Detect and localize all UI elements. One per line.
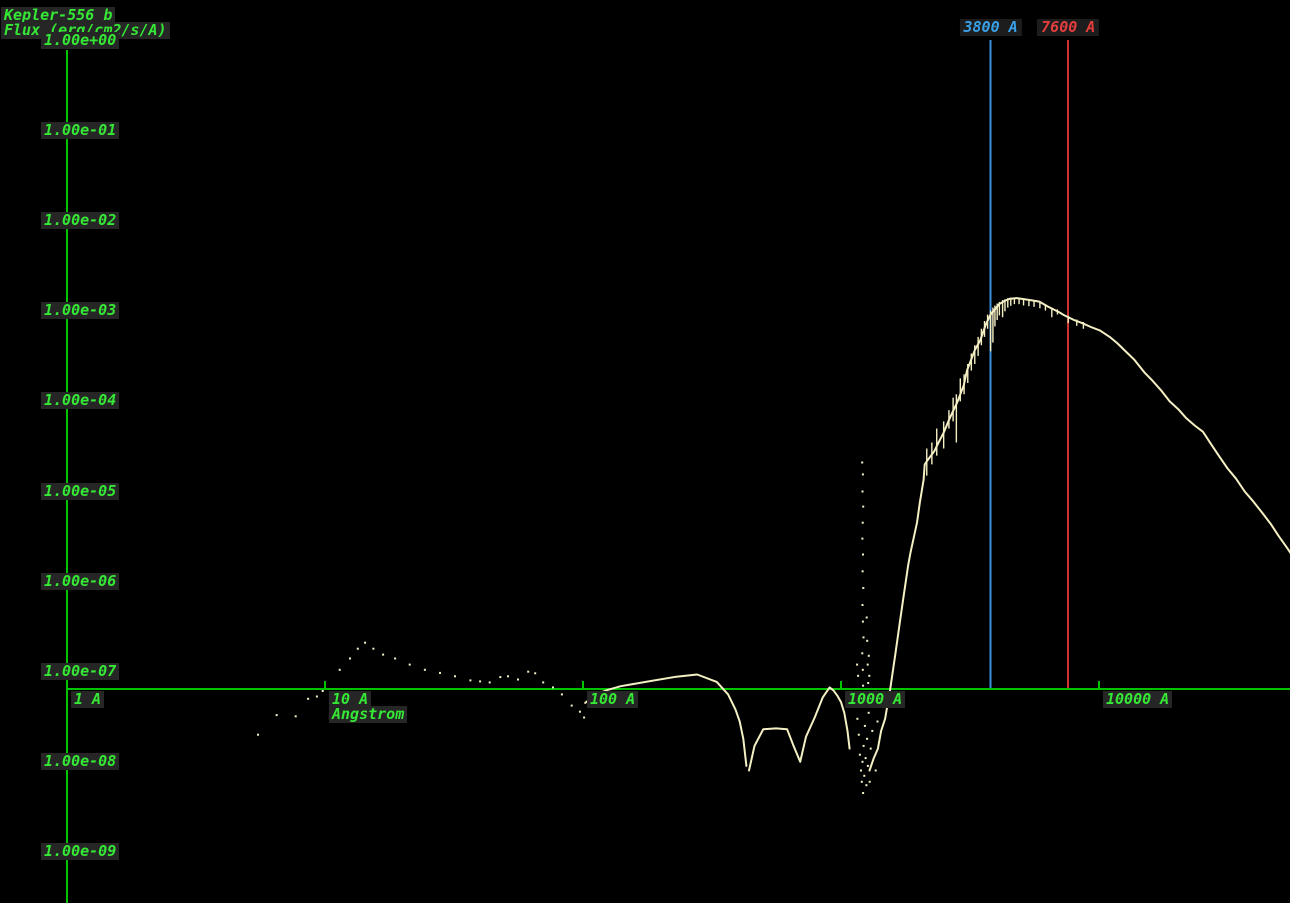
spectrum-data-point (860, 769, 862, 772)
spectrum-data-point (860, 780, 863, 783)
spectrum-data-point (356, 647, 359, 650)
spectrum-data-point (517, 678, 519, 681)
spectrum-data-point (862, 636, 865, 639)
spectrum-data-point (534, 672, 537, 675)
spectrum-data-point (857, 733, 860, 736)
spectrum-data-point (856, 717, 859, 720)
spectrum-data-point (315, 695, 318, 698)
marker-label-7600: 7600 A (1037, 19, 1100, 36)
spectrum-data-point (863, 774, 866, 777)
spectrum-data-point (257, 733, 259, 736)
y-axis-tick-label: 1.00e-06 (41, 572, 120, 590)
y-axis-tick-label: 1.00e-04 (41, 392, 120, 410)
spectrum-data-point (527, 670, 530, 673)
spectrum-data-point (499, 676, 502, 679)
spectrum-data-point (868, 780, 871, 783)
spectrum-data-point (862, 587, 865, 589)
marker-label-3800: 3800 A (959, 19, 1022, 36)
spectrum-curve-segment (584, 673, 748, 767)
spectrum-data-point (862, 684, 865, 687)
spectrum-data-point (862, 505, 865, 508)
spectrum-curve-segment (868, 297, 1290, 772)
spectrum-data-point (469, 679, 472, 682)
spectrum-data-point (867, 682, 870, 684)
y-axis-tick-label: 1.00e-07 (41, 662, 120, 680)
y-axis-tick-label: 1.00e+00 (41, 32, 120, 49)
spectrum-data-point (338, 668, 341, 671)
spectrum-curve-segment (748, 686, 851, 772)
spectrum-data-point (861, 521, 864, 524)
y-axis-tick-label: 1.00e-03 (41, 302, 120, 320)
spectrum-data-point (861, 652, 864, 655)
x-axis-tick-label: 100 A (587, 691, 639, 708)
spectrum-data-point (866, 764, 869, 767)
spectrum-data-point (570, 704, 573, 707)
spectrum-data-point (861, 620, 864, 623)
spectrum-data-point (868, 674, 871, 677)
spectrum-data-point (857, 674, 860, 677)
spectrum-data-point (439, 671, 441, 674)
spectrum-data-point (488, 681, 491, 684)
spectrum-data-point (394, 657, 397, 660)
spectrum-data-point (423, 668, 426, 671)
spectrum-data-point (876, 720, 879, 723)
spectrum-data-point (382, 653, 385, 656)
spectrum-data-point (372, 647, 375, 650)
object-name: Kepler-556 b (1, 7, 116, 24)
spectrum-data-point (863, 724, 866, 727)
spectrum-data-point (321, 690, 324, 692)
spectrum-data-point (871, 729, 874, 732)
spectrum-data-point (479, 680, 482, 683)
spectrum-data-point (867, 654, 870, 657)
spectrum-data-point (861, 490, 864, 493)
spectrum-data-point (869, 747, 872, 750)
spectrum-data-point (861, 604, 864, 606)
spectrum-data-point (864, 757, 867, 760)
spectrum-data-point (408, 663, 411, 666)
spectrum-data-point (364, 641, 367, 644)
spectrum-data-point (552, 686, 554, 689)
spectrum-data-point (861, 570, 864, 573)
x-axis-unit-label: Angstrom (329, 706, 408, 723)
spectrum-data-point (865, 784, 868, 787)
spectrum-data-point (294, 715, 297, 718)
x-axis-tick-label: 10000 A (1103, 691, 1173, 708)
spectrum-data-point (867, 711, 870, 714)
spectrum-data-point (862, 744, 865, 747)
spectrum-data-point (856, 663, 859, 666)
x-axis-tick-label: 1 A (71, 691, 105, 708)
spectrum-data-point (578, 710, 581, 713)
spectrum-data-point (861, 537, 864, 540)
spectrum-data-point (275, 714, 278, 717)
y-axis-tick-label: 1.00e-01 (41, 122, 120, 140)
y-axis-tick-label: 1.00e-05 (41, 482, 120, 500)
spectrum-data-point (560, 693, 563, 696)
spectrum-data-point (865, 616, 868, 619)
x-axis-tick-label: 10 A (329, 691, 372, 708)
spectrum-data-point (349, 657, 351, 660)
spectrum-data-point (307, 697, 310, 700)
spectrum-data-point (866, 663, 869, 666)
y-axis-tick-label: 1.00e-09 (41, 842, 120, 860)
spectrum-data-point (454, 675, 456, 678)
spectrum-data-point (583, 716, 586, 719)
spectrum-data-point (861, 668, 864, 671)
y-axis-tick-label: 1.00e-02 (41, 212, 120, 230)
spectrum-data-point (866, 639, 869, 642)
spectrum-data-point (861, 760, 864, 763)
spectrum-data-point (507, 675, 509, 678)
x-axis-tick-label: 1000 A (845, 691, 906, 708)
spectrum-data-point (866, 737, 869, 740)
spectrum-data-point (862, 553, 864, 556)
spectrum-data-point (858, 753, 861, 756)
spectrum-data-point (861, 461, 864, 464)
spectrum-data-point (861, 473, 864, 476)
spectrum-data-point (542, 681, 545, 684)
y-axis-tick-label: 1.00e-08 (41, 752, 120, 770)
spectrum-data-point (862, 792, 865, 794)
spectrum-data-point (874, 769, 877, 772)
